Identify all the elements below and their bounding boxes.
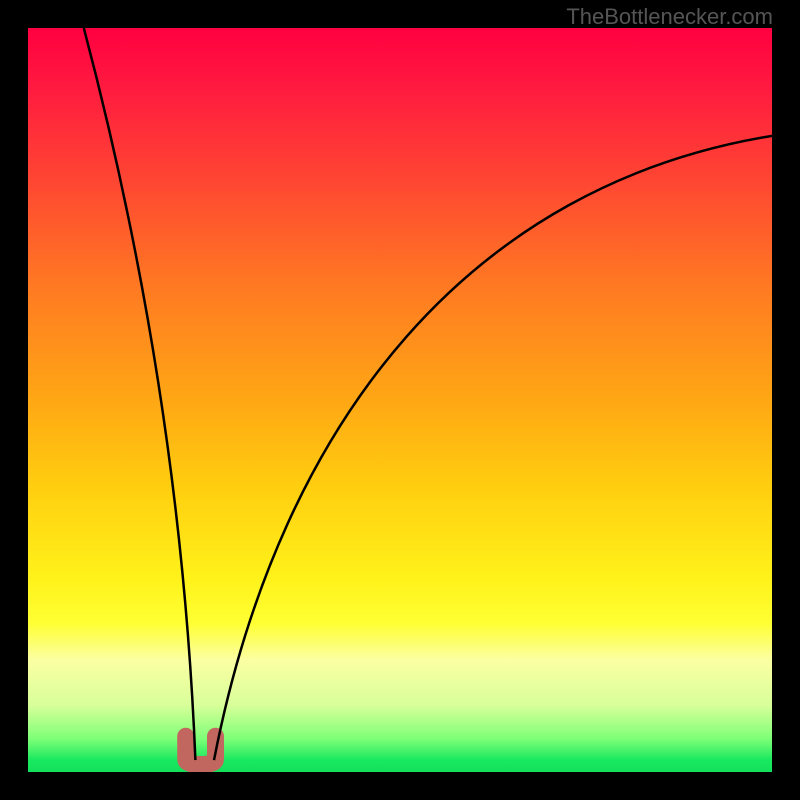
plot-area	[28, 28, 772, 772]
watermark-text: TheBottlenecker.com	[566, 4, 773, 30]
chart-svg	[28, 28, 772, 772]
background-rect	[28, 28, 772, 772]
